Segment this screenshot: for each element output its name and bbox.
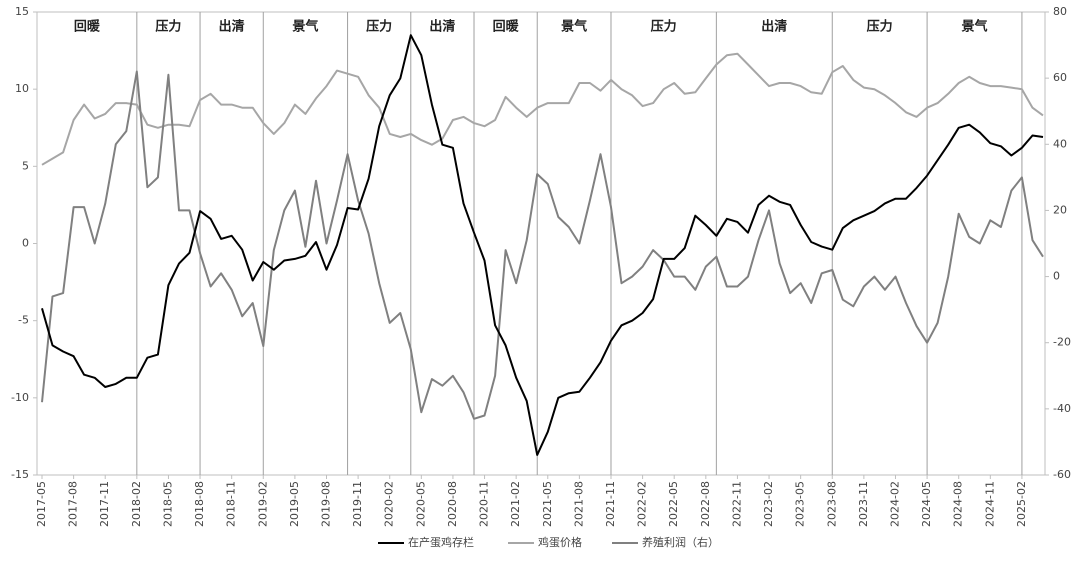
legend-label: 养殖利润（右） (642, 535, 719, 549)
x-tick-label: 2018-02 (130, 481, 143, 527)
x-tick-label: 2017-11 (98, 481, 111, 527)
x-tick-label: 2021-11 (604, 481, 617, 527)
x-tick-label: 2017-05 (35, 481, 48, 527)
x-tick-label: 2020-02 (383, 481, 396, 527)
x-tick-label: 2021-02 (509, 481, 522, 527)
x-tick-label: 2022-02 (636, 481, 649, 527)
phase: 出清 (761, 19, 787, 35)
y-tick-label: -10 (11, 391, 29, 404)
x-tick-label: 2021-05 (541, 481, 554, 527)
series-line (41, 70, 1044, 420)
y-tick-label: 5 (22, 159, 29, 172)
x-tick-label: 2025-02 (1015, 481, 1028, 527)
series-line (41, 34, 1044, 456)
y2-tick-label: 40 (1053, 137, 1067, 150)
phase: 景气 (561, 19, 587, 35)
x-tick-label: 2021-08 (572, 481, 585, 527)
y2-tick-label: -60 (1053, 468, 1071, 481)
y-tick-label: 0 (22, 237, 29, 250)
phase: 压力 (366, 19, 392, 35)
x-tick-label: 2022-11 (730, 481, 743, 527)
x-tick-label: 2018-05 (161, 481, 174, 527)
plot-area (36, 11, 1046, 476)
phase: 压力 (867, 19, 893, 35)
phase: 景气 (292, 19, 318, 35)
x-tick-label: 2018-08 (193, 481, 206, 527)
x-tick-label: 2019-08 (319, 481, 332, 527)
legend-label: 鸡蛋价格 (538, 535, 582, 549)
x-tick-label: 2020-08 (446, 481, 459, 527)
x-tick-label: 2024-02 (888, 481, 901, 527)
phase: 压力 (155, 19, 181, 35)
x-tick-label: 2023-02 (762, 481, 775, 527)
x-tick-label: 2020-05 (414, 481, 427, 527)
x-tick-label: 2019-02 (256, 481, 269, 527)
x-tick-label: 2023-05 (794, 481, 807, 527)
y-tick-label: 10 (15, 82, 29, 95)
phase: 压力 (651, 19, 677, 35)
y-tick-label: 15 (15, 5, 29, 18)
y2-tick-label: 60 (1053, 71, 1067, 84)
y2-tick-label: -40 (1053, 402, 1071, 415)
y-tick-label: -15 (11, 468, 29, 481)
x-tick-label: 2022-08 (699, 481, 712, 527)
phase: 回暖 (493, 19, 520, 35)
x-tick-label: 2018-11 (225, 481, 238, 527)
y2-tick-label: 80 (1053, 5, 1067, 18)
x-tick-label: 2024-05 (920, 481, 933, 527)
y-tick-label: -5 (18, 314, 29, 327)
x-tick-label: 2022-05 (667, 481, 680, 527)
x-tick-label: 2023-11 (857, 481, 870, 527)
phase: 景气 (962, 19, 988, 35)
x-tick-label: 2024-11 (983, 481, 996, 527)
y2-tick-label: 0 (1053, 270, 1060, 283)
phase: 回暖 (74, 19, 101, 35)
phase: 出清 (219, 19, 245, 35)
x-tick-label: 2023-08 (825, 481, 838, 527)
x-tick-label: 2024-08 (952, 481, 965, 527)
series-line (41, 52, 1044, 166)
x-tick-label: 2020-11 (478, 481, 491, 527)
y2-tick-label: 20 (1053, 203, 1067, 216)
legend-label: 在产蛋鸡存栏 (408, 535, 474, 549)
x-tick-label: 2019-05 (288, 481, 301, 527)
phase: 出清 (429, 19, 455, 35)
x-tick-label: 2019-11 (351, 481, 364, 527)
y2-tick-label: -20 (1053, 336, 1071, 349)
x-tick-label: 2017-08 (67, 481, 80, 527)
